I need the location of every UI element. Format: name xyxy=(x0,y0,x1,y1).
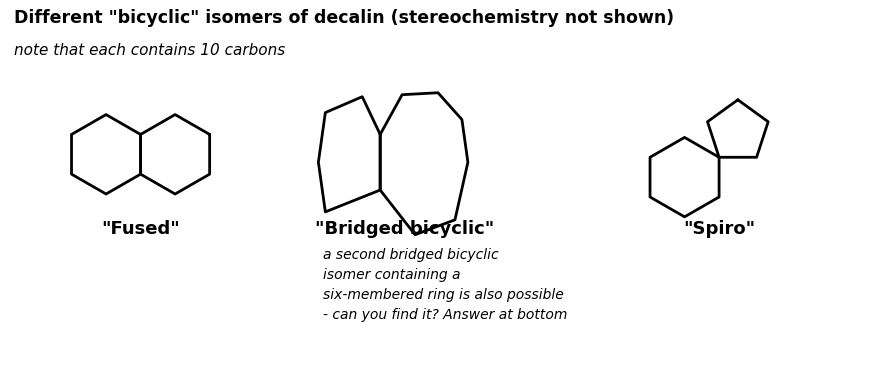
Text: "Bridged bicyclic": "Bridged bicyclic" xyxy=(315,220,494,238)
Text: note that each contains 10 carbons: note that each contains 10 carbons xyxy=(14,43,285,58)
Text: "Fused": "Fused" xyxy=(101,220,180,238)
Text: a second bridged bicyclic
isomer containing a
six-membered ring is also possible: a second bridged bicyclic isomer contain… xyxy=(323,248,567,322)
Text: "Spiro": "Spiro" xyxy=(682,220,754,238)
Text: Different "bicyclic" isomers of decalin (stereochemistry not shown): Different "bicyclic" isomers of decalin … xyxy=(14,9,673,27)
